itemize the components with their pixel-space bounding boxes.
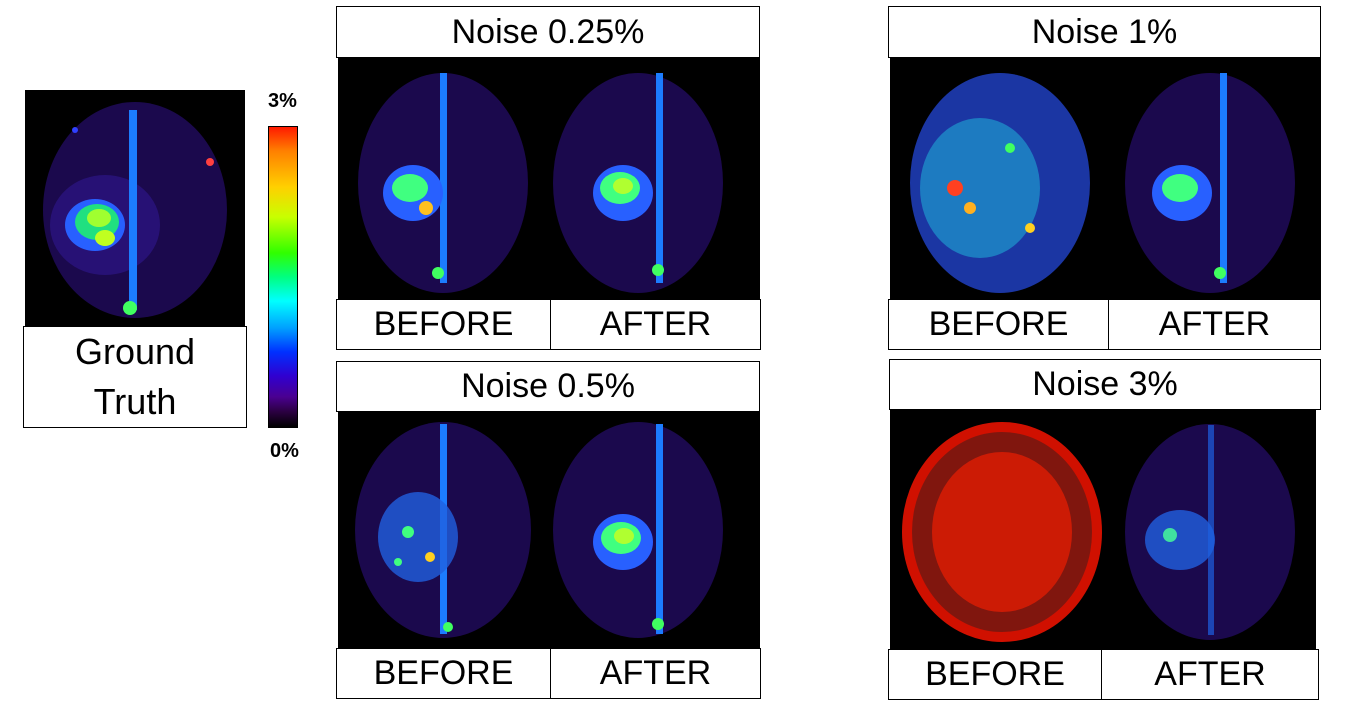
ground-truth-map <box>43 102 227 318</box>
panel-title-noise-1: Noise 1% <box>888 6 1321 58</box>
panel-image-noise-1 <box>890 58 1321 299</box>
panel-after-noise-05: AFTER <box>550 648 761 699</box>
colorbar-min-label: 0% <box>270 440 299 462</box>
panel-before-noise-1: BEFORE <box>888 299 1109 350</box>
panel-image-noise-025 <box>338 58 760 299</box>
panel-before-noise-3: BEFORE <box>888 649 1102 700</box>
panel-after-noise-3: AFTER <box>1101 649 1319 700</box>
panel-map-noise-1 <box>910 73 1295 293</box>
panel-image-noise-3 <box>890 410 1316 649</box>
panel-title-noise-3: Noise 3% <box>889 359 1321 410</box>
panel-before-noise-05: BEFORE <box>336 648 551 699</box>
panel-after-noise-1: AFTER <box>1108 299 1321 350</box>
panel-image-noise-05 <box>338 412 760 648</box>
ground-truth-image <box>25 90 245 326</box>
ground-truth-line1: Ground <box>74 331 196 372</box>
colorbar-max-label: 3% <box>268 90 297 112</box>
panel-map-noise-3 <box>902 422 1295 642</box>
ground-truth-line2: Truth <box>93 381 177 422</box>
panel-title-noise-025: Noise 0.25% <box>336 6 760 58</box>
panel-after-noise-025: AFTER <box>550 299 761 350</box>
panel-title-noise-05: Noise 0.5% <box>336 361 760 412</box>
panel-map-noise-05 <box>355 422 723 638</box>
panel-before-noise-025: BEFORE <box>336 299 551 350</box>
ground-truth-label: Ground Truth <box>23 326 247 428</box>
colorbar <box>268 126 298 428</box>
panel-map-noise-025 <box>358 73 723 293</box>
